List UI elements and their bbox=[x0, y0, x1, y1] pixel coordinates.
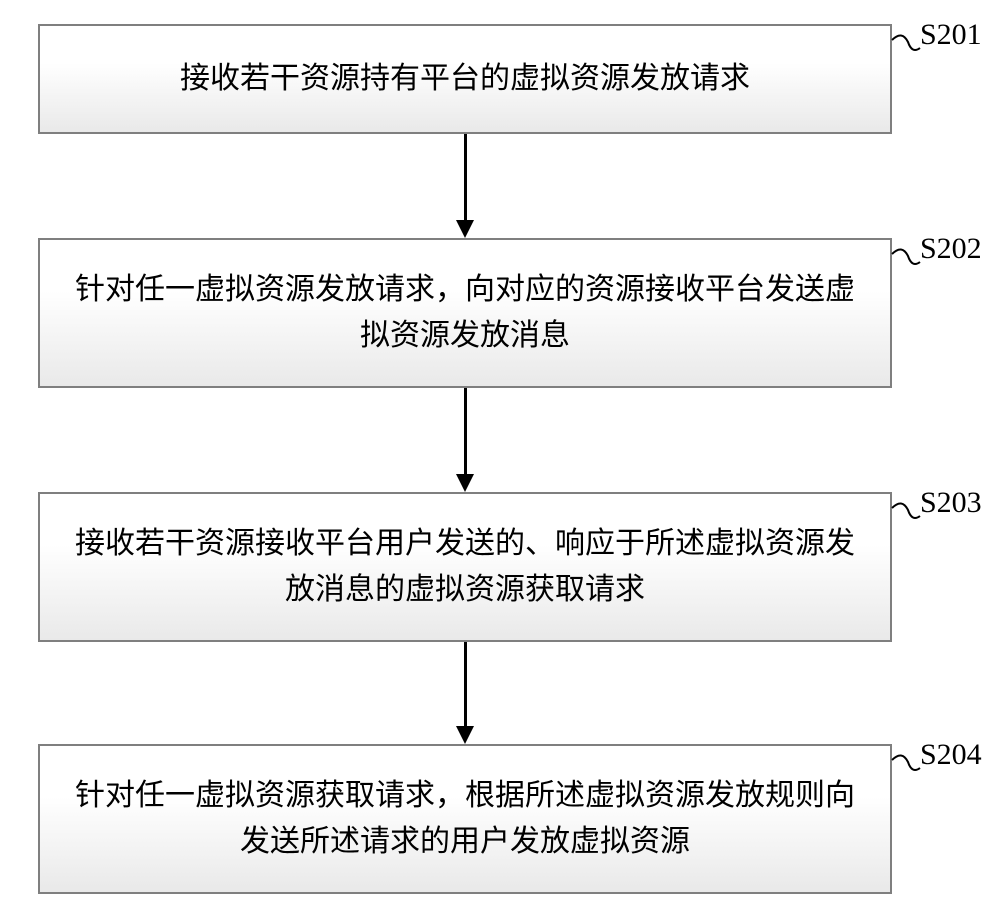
step-text: 针对任一虚拟资源获取请求，根据所述虚拟资源发放规则向发送所述请求的用户发放虚拟资… bbox=[64, 773, 866, 866]
step-label-s201: S201 bbox=[920, 18, 982, 52]
step-text: 接收若干资源持有平台的虚拟资源发放请求 bbox=[180, 56, 750, 103]
arrow-line-1 bbox=[464, 134, 467, 220]
arrow-line-3 bbox=[464, 642, 467, 726]
step-text: 针对任一虚拟资源发放请求，向对应的资源接收平台发送虚拟资源发放消息 bbox=[64, 267, 866, 360]
step-label-s202: S202 bbox=[920, 232, 982, 266]
arrow-head-1 bbox=[456, 220, 474, 238]
arrow-head-3 bbox=[456, 726, 474, 744]
step-box-s201: 接收若干资源持有平台的虚拟资源发放请求 bbox=[38, 24, 892, 134]
step-box-s204: 针对任一虚拟资源获取请求，根据所述虚拟资源发放规则向发送所述请求的用户发放虚拟资… bbox=[38, 744, 892, 894]
step-label-s203: S203 bbox=[920, 486, 982, 520]
arrow-head-2 bbox=[456, 474, 474, 492]
arrow-line-2 bbox=[464, 388, 467, 474]
flowchart-container: 接收若干资源持有平台的虚拟资源发放请求 S201 针对任一虚拟资源发放请求，向对… bbox=[0, 0, 1000, 907]
step-text: 接收若干资源接收平台用户发送的、响应于所述虚拟资源发放消息的虚拟资源获取请求 bbox=[64, 521, 866, 614]
step-box-s203: 接收若干资源接收平台用户发送的、响应于所述虚拟资源发放消息的虚拟资源获取请求 bbox=[38, 492, 892, 642]
step-box-s202: 针对任一虚拟资源发放请求，向对应的资源接收平台发送虚拟资源发放消息 bbox=[38, 238, 892, 388]
step-label-s204: S204 bbox=[920, 738, 982, 772]
